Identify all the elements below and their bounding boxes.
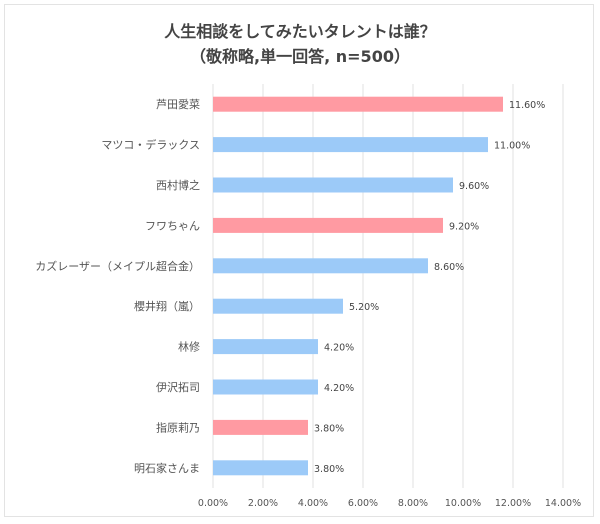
value-label: 11.60%	[509, 100, 545, 111]
chart-subtitle: （敬称略,単一回答, n=500）	[190, 47, 410, 66]
x-tick-label: 2.00%	[248, 498, 278, 509]
value-label: 4.20%	[324, 343, 354, 354]
category-label: 芦田愛菜	[156, 98, 200, 111]
category-label: 櫻井翔（嵐）	[134, 299, 200, 313]
bar	[213, 217, 443, 233]
x-tick-label: 6.00%	[348, 498, 378, 509]
bar	[213, 460, 308, 476]
category-label: 林修	[178, 340, 200, 354]
bar	[213, 96, 503, 112]
value-label: 9.60%	[459, 181, 489, 192]
category-label: 西村博之	[156, 178, 200, 192]
value-label: 3.80%	[314, 423, 344, 434]
category-label: 伊沢拓司	[156, 380, 200, 394]
value-label: 11.00%	[494, 141, 530, 152]
value-label: 3.80%	[314, 464, 344, 475]
category-label: フワちゃん	[145, 219, 200, 232]
bar	[213, 137, 488, 153]
bar	[213, 379, 318, 395]
x-tick-label: 8.00%	[398, 498, 428, 509]
x-axis-tick-labels: 0.00% 2.00% 4.00% 6.00% 8.00% 10.00% 12.00% 14.…	[198, 498, 581, 509]
category-label: 指原莉乃	[156, 420, 200, 434]
value-label: 4.20%	[324, 383, 354, 394]
value-label: 5.20%	[349, 302, 379, 313]
value-label: 8.60%	[434, 262, 464, 273]
x-tick-label: 10.00%	[445, 498, 481, 509]
bar	[213, 419, 308, 435]
category-label: カズレーザー（メイプル超合金）	[35, 259, 200, 273]
bars	[213, 96, 503, 476]
value-label: 9.20%	[449, 221, 479, 232]
category-label: マツコ・デラックス	[101, 138, 200, 152]
x-tick-label: 14.00%	[545, 498, 581, 509]
value-labels: 11.60% 11.00% 9.60% 9.20% 8.60% 5.20% 4.20% 4.2…	[314, 100, 545, 475]
bar	[213, 298, 343, 314]
x-tick-label: 0.00%	[198, 498, 228, 509]
bar	[213, 339, 318, 355]
category-label: 明石家さんま	[134, 461, 200, 475]
x-tick-label: 12.00%	[495, 498, 531, 509]
bar	[213, 177, 453, 193]
x-tick-label: 4.00%	[298, 498, 328, 509]
chart-title: 人生相談をしてみたいタレントは誰？	[164, 22, 436, 41]
bar	[213, 258, 428, 274]
